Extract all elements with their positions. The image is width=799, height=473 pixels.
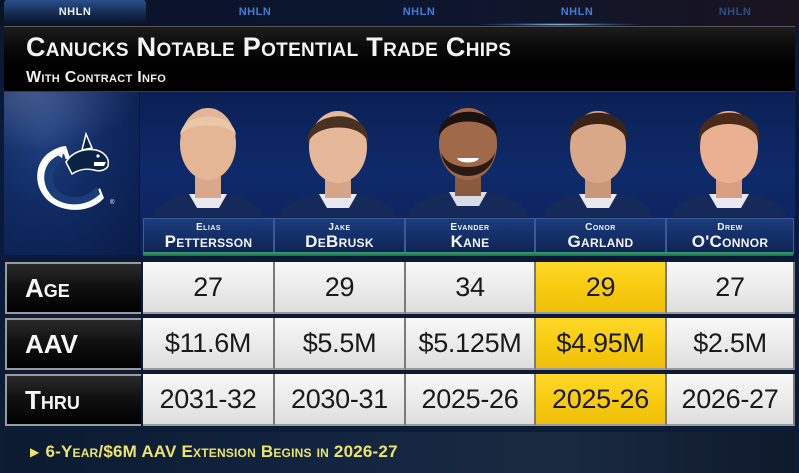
cell-thru-highlighted: 2025-26 xyxy=(536,374,667,426)
player-nameplate: Elias Pettersson xyxy=(143,218,274,254)
player-last-name: Kane xyxy=(450,232,490,251)
cell-age-highlighted: 29 xyxy=(536,262,667,314)
player-first-name: Drew xyxy=(717,222,743,233)
footer-note-text: 6-Year/$6M AAV Extension Begins in 2026-… xyxy=(45,442,398,461)
footer-note-bar: ▶ 6-Year/$6M AAV Extension Begins in 202… xyxy=(4,432,795,473)
footer-note: ▶ 6-Year/$6M AAV Extension Begins in 202… xyxy=(30,442,398,462)
row-label-age: Age xyxy=(5,262,141,314)
player-last-name: Pettersson xyxy=(164,232,253,251)
cell-aav-highlighted: $4.95M xyxy=(536,318,667,370)
accent-bar xyxy=(143,252,793,256)
svg-text:®: ® xyxy=(110,199,115,206)
cell-aav: $2.5M xyxy=(667,318,795,370)
team-logo-panel: ® xyxy=(4,92,140,255)
network-tab: NHLN xyxy=(402,6,436,18)
canucks-orca-logo-icon: ® xyxy=(37,131,115,210)
cell-aav: $5.5M xyxy=(275,318,406,370)
player-nameplate: Jake DeBrusk xyxy=(274,218,405,254)
player-first-name: Conor xyxy=(585,222,616,233)
cell-age: 34 xyxy=(406,262,536,314)
cell-age: 27 xyxy=(667,262,795,314)
cell-age: 29 xyxy=(275,262,406,314)
cell-age: 27 xyxy=(143,262,275,314)
subtitle-bar: With Contract Info xyxy=(4,66,795,92)
cell-thru: 2031-32 xyxy=(143,374,275,426)
player-last-name: DeBrusk xyxy=(305,232,374,251)
player-nameplate: Evander Kane xyxy=(405,218,535,254)
graphic-title: Canucks Notable Potential Trade Chips xyxy=(26,32,512,62)
player-photo-debrusk xyxy=(273,92,403,217)
player-nameplate: Drew O'Connor xyxy=(666,218,794,254)
player-photo-garland xyxy=(533,92,663,217)
panel-sheen xyxy=(4,92,140,152)
cell-thru: 2025-26 xyxy=(406,374,536,426)
graphic-subtitle: With Contract Info xyxy=(26,69,167,86)
cell-thru: 2026-27 xyxy=(667,374,795,426)
player-photo-oconnor xyxy=(663,92,795,217)
network-strip: NHLN NHLN NHLN NHLN NHLN xyxy=(0,0,799,26)
row-label-aav: AAV xyxy=(5,318,141,370)
light-flare xyxy=(480,23,640,26)
network-tab: NHLN xyxy=(560,6,594,18)
network-tab-active: NHLN xyxy=(4,0,146,24)
cell-aav: $11.6M xyxy=(143,318,275,370)
player-nameplate: Conor Garland xyxy=(535,218,666,254)
network-tab: NHLN xyxy=(238,6,272,18)
player-photo-kane xyxy=(403,92,533,217)
player-first-name: Elias xyxy=(195,222,222,233)
play-triangle-icon: ▶ xyxy=(30,445,40,459)
player-photo-pettersson xyxy=(143,92,273,217)
cell-aav: $5.125M xyxy=(406,318,536,370)
player-last-name: Garland xyxy=(567,232,634,251)
player-first-name: Evander xyxy=(450,222,490,233)
network-tab: NHLN xyxy=(718,6,752,18)
row-label-thru: Thru xyxy=(5,374,141,426)
cell-thru: 2030-31 xyxy=(275,374,406,426)
player-first-name: Jake xyxy=(328,222,351,233)
player-last-name: O'Connor xyxy=(691,232,769,251)
title-bar: Canucks Notable Potential Trade Chips xyxy=(4,26,795,66)
